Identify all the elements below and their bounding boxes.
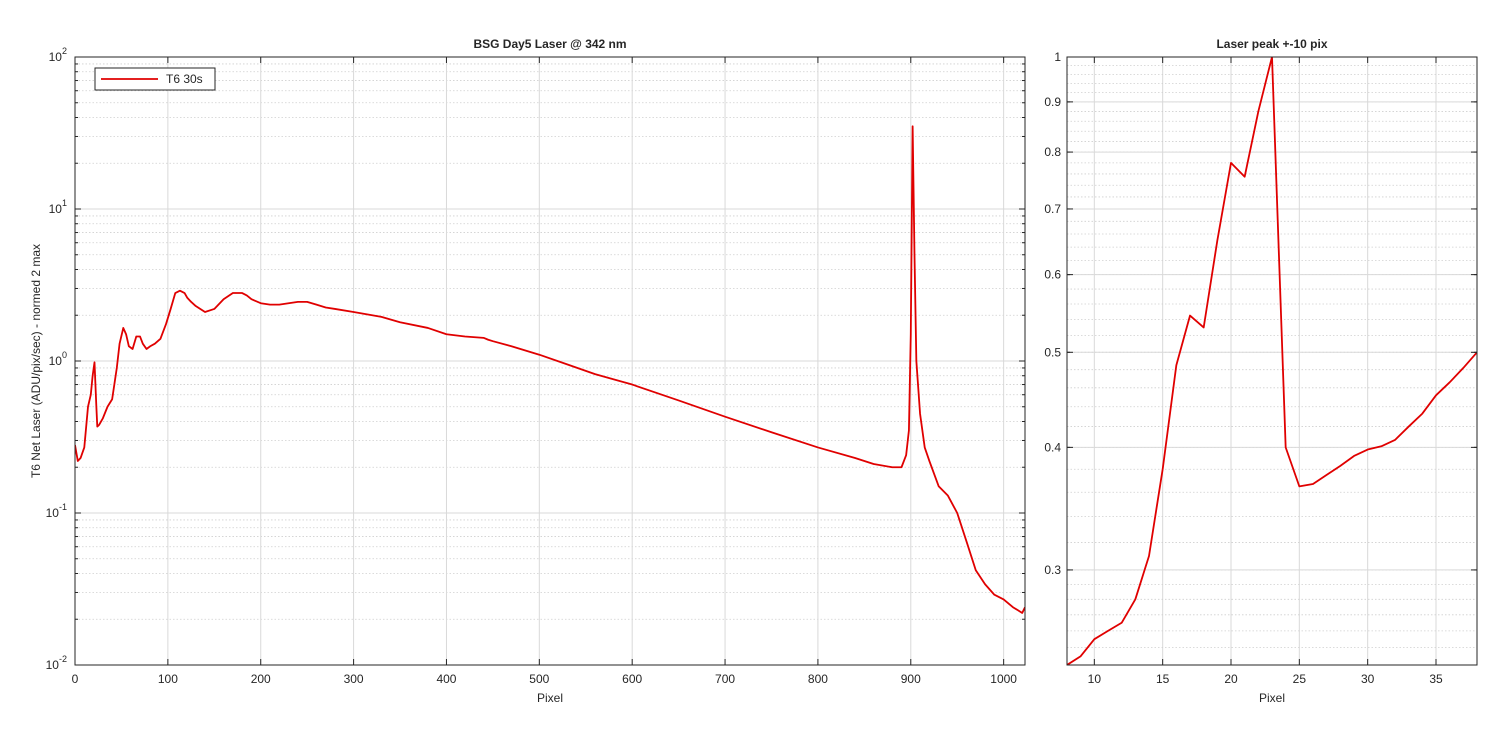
main-y-tick-labels: 10-2 10-1 100 101 102 <box>46 46 67 672</box>
main-chart-title: BSG Day5 Laser @ 342 nm <box>473 37 626 51</box>
main-series-group <box>75 125 1025 614</box>
y-tick-label: 0.5 <box>1044 345 1061 359</box>
x-tick-label: 600 <box>622 672 642 686</box>
x-tick-label: 25 <box>1293 672 1307 686</box>
y-tick-label: 0.8 <box>1044 145 1061 159</box>
peak-chart-title: Laser peak +-10 pix <box>1216 37 1327 51</box>
y-tick-label: 0.9 <box>1044 95 1061 109</box>
x-tick-label: 400 <box>436 672 456 686</box>
x-tick-label: 900 <box>901 672 921 686</box>
peak-x-tick-labels: 10 15 20 25 30 35 <box>1088 672 1443 686</box>
x-tick-label: 100 <box>158 672 178 686</box>
peak-series-group <box>1067 57 1477 665</box>
series-line-laser-peak <box>1067 57 1477 665</box>
x-tick-label: 20 <box>1224 672 1238 686</box>
x-tick-label: 800 <box>808 672 828 686</box>
x-tick-label: 30 <box>1361 672 1375 686</box>
series-line-t6-30s <box>75 125 1025 614</box>
y-tick-label: 0.3 <box>1044 563 1061 577</box>
y-tick-label: 1 <box>1054 50 1061 64</box>
peak-axes-box <box>1066 56 1478 666</box>
peak-ticks <box>1067 56 1477 665</box>
y-tick-label: 10-1 <box>46 502 67 520</box>
main-spectrum-panel: 0 100 200 300 400 500 600 700 800 900 1000 10-210-… <box>29 37 1026 705</box>
legend-label-t6-30s: T6 30s <box>166 72 203 86</box>
main-y-axis-label: T6 Net Laser (ADU/pix/sec) - normed 2 ma… <box>29 244 43 478</box>
peak-x-axis-label: Pixel <box>1259 691 1285 705</box>
peak-y-tick-labels: 0.3 0.4 0.5 0.6 0.7 0.8 0.9 1 <box>1044 50 1061 577</box>
x-tick-label: 0 <box>72 672 79 686</box>
x-tick-label: 35 <box>1429 672 1443 686</box>
x-tick-label: 500 <box>529 672 549 686</box>
x-tick-label: 200 <box>251 672 271 686</box>
y-tick-label: 101 <box>49 198 67 216</box>
main-ticks <box>74 57 1025 665</box>
legend[interactable]: T6 30s <box>94 67 216 91</box>
x-tick-label: 300 <box>344 672 364 686</box>
y-tick-label: 100 <box>49 350 67 368</box>
main-x-tick-labels: 0 100 200 300 400 500 600 700 800 900 1000 <box>72 672 1018 686</box>
main-x-axis-label: Pixel <box>537 691 563 705</box>
laser-peak-panel: 10 15 20 25 30 35 0.3 0.4 0.5 0.6 0.7 0.8 0.9 1 Lase… <box>1044 37 1478 705</box>
x-tick-label: 700 <box>715 672 735 686</box>
y-tick-label: 0.6 <box>1044 268 1061 282</box>
peak-plot-area <box>1067 57 1477 665</box>
peak-grid <box>1067 56 1477 665</box>
y-tick-label: 0.7 <box>1044 202 1061 216</box>
x-tick-label: 1000 <box>990 672 1017 686</box>
x-tick-label: 15 <box>1156 672 1170 686</box>
y-tick-label: 102 <box>49 46 67 64</box>
y-tick-label: 10-2 <box>46 654 67 672</box>
x-tick-label: 10 <box>1088 672 1102 686</box>
y-tick-label: 0.4 <box>1044 440 1061 454</box>
